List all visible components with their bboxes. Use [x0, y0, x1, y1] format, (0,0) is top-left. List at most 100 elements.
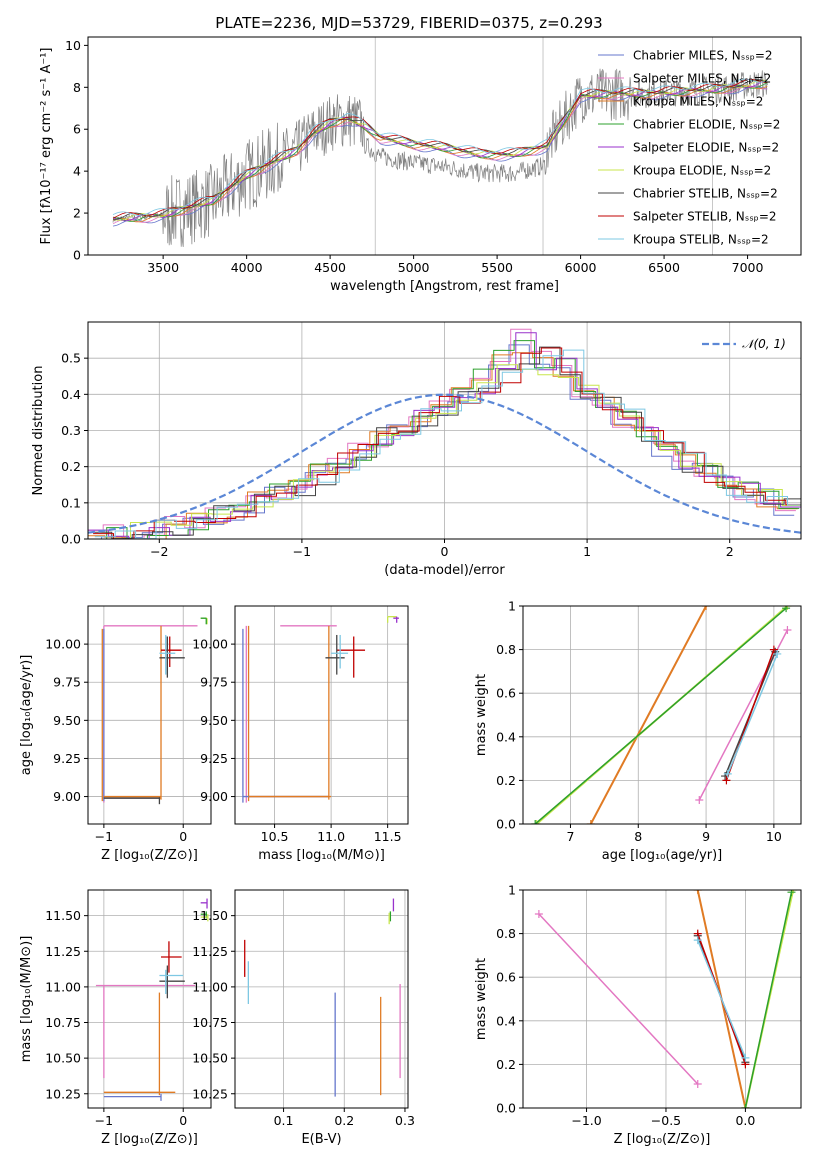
weight-line	[534, 607, 787, 824]
weight-line	[589, 606, 707, 824]
residual-histogram	[91, 346, 801, 539]
y-tick-label: 0.8	[496, 926, 516, 941]
plot-area	[112, 37, 768, 255]
y-tick-label: 1	[508, 599, 516, 614]
y-tick-label: 0.6	[496, 686, 516, 701]
y-tick-label: 0.5	[61, 351, 81, 366]
weight-marker	[534, 909, 543, 918]
x-tick-label: −2	[150, 544, 168, 559]
x-tick-label: 5500	[481, 260, 513, 275]
weight-marker	[723, 769, 732, 778]
x-axis-label: Z [log₁₀(Z/Z⊙)]	[614, 1132, 711, 1147]
y-axis-label: Normed distribution	[31, 366, 46, 496]
chart-residuals: −2 −1 0 1 2 0.0 0.1 0.2 0.3 0.4 0.5 (data-model)/er…	[31, 321, 802, 578]
y-axis-label: mass [log₁₀(M/M⊙)]	[19, 936, 34, 1063]
axes-frame	[87, 36, 802, 256]
y-tick-label: 10.50	[45, 1051, 81, 1066]
y-tick-label: 9.75	[53, 675, 81, 690]
plot-area	[95, 898, 209, 1101]
x-tick-label: −1	[95, 829, 113, 844]
x-tick-label: 11.0	[317, 829, 345, 844]
y-tick-label: 11.25	[192, 944, 228, 959]
plot-area	[242, 616, 399, 803]
x-tick-label: 8	[634, 829, 642, 844]
plot-area	[244, 898, 401, 1097]
x-tick-label: 0	[179, 829, 187, 844]
model-spectrum-salpeter-stelib	[112, 79, 768, 219]
x-tick-label: −1	[293, 544, 311, 559]
y-tick-label: 9.50	[53, 713, 81, 728]
chart-ebv-mass: 0.1 0.2 0.3 10.25 10.50 10.75 11.00 11.25 11.50 E…	[192, 889, 415, 1147]
chart-age-weight: 7 8 9 10 0.0 0.2 0.4 0.6 0.8 1 age [log₁₀(age/yr)]…	[474, 599, 802, 863]
axes-frame	[234, 605, 409, 825]
chart-mass-age: 10.5 11.0 11.5 9.00 9.25 9.50 9.75 10.00 mass [l…	[192, 605, 409, 863]
y-tick-label: 0	[73, 248, 81, 263]
weight-line	[538, 913, 699, 1085]
residual-histogram	[88, 352, 798, 539]
plot-area	[534, 890, 798, 1108]
legend-label: Chabrier MILES, Nₛₛₚ=2	[633, 49, 773, 63]
residual-histogram	[94, 349, 801, 539]
residual-histogram	[88, 344, 795, 539]
y-tick-label: 9.25	[53, 751, 81, 766]
y-tick-label: 0.0	[496, 817, 516, 832]
y-tick-label: 9.00	[53, 789, 81, 804]
y-tick-label: 11.00	[45, 979, 81, 994]
x-tick-label: −1.0	[571, 1113, 601, 1128]
y-tick-label: 11.25	[45, 944, 81, 959]
chart-z-mass: −1 0 10.25 10.50 10.75 11.00 11.25 11.50 Z [log₁…	[19, 889, 212, 1147]
weight-marker	[741, 1104, 750, 1108]
x-tick-label: 7000	[732, 260, 764, 275]
x-tick-label: 0.0	[735, 1113, 755, 1128]
axes-frame	[87, 321, 802, 540]
y-axis-label: age [log₁₀(age/yr)]	[19, 655, 34, 776]
y-tick-label: 9.50	[200, 713, 228, 728]
x-tick-label: 2	[726, 544, 734, 559]
x-tick-label: 4500	[314, 260, 346, 275]
y-tick-label: 9.00	[200, 789, 228, 804]
y-tick-label: 9.25	[200, 751, 228, 766]
axes-frame	[87, 605, 212, 825]
chart-z-weight: −1.0 −0.5 0.0 0.0 0.2 0.4 0.6 0.8 1 Z [log₁₀(Z/Z⊙…	[474, 883, 802, 1147]
x-tick-label: 5000	[398, 260, 430, 275]
x-tick-label: 7	[566, 829, 574, 844]
y-tick-label: 0.2	[496, 1057, 516, 1072]
x-axis-label: E(B-V)	[301, 1132, 341, 1147]
model-spectrum-chabrier-elodie	[112, 82, 768, 222]
axes-frame	[234, 889, 409, 1109]
x-tick-label: 6500	[648, 260, 680, 275]
model-spectrum-kroupa-stelib	[112, 78, 768, 216]
plot-area	[531, 606, 792, 824]
y-tick-label: 0.0	[496, 1101, 516, 1116]
weight-line	[727, 653, 778, 775]
observed-spectrum	[112, 68, 768, 247]
y-tick-label: 0.4	[496, 729, 516, 744]
legend-label: Chabrier STELIB, Nₛₛₚ=2	[633, 187, 778, 201]
plot-area	[101, 617, 208, 805]
x-tick-label: 0.1	[274, 1113, 294, 1128]
weight-marker	[702, 606, 711, 610]
y-tick-label: 4	[73, 164, 81, 179]
x-axis-label: age [log₁₀(age/yr)]	[602, 848, 723, 863]
weight-marker	[586, 820, 595, 824]
chart-z-age: −1 0 9.00 9.25 9.50 9.75 10.00 Z [log₁₀(Z/Z⊙)] a…	[19, 605, 212, 863]
y-tick-label: 1	[508, 883, 516, 898]
legend-label: Chabrier ELODIE, Nₛₛₚ=2	[633, 118, 780, 132]
x-tick-label: 0.3	[395, 1113, 415, 1128]
residual-histogram	[88, 328, 796, 539]
weight-marker	[783, 625, 792, 634]
x-axis-label: Z [log₁₀(Z/Z⊙)]	[101, 848, 198, 863]
weight-marker	[693, 936, 702, 945]
legend-label: Salpeter MILES, Nₛₛₚ=2	[633, 72, 771, 86]
weight-marker	[782, 606, 791, 613]
x-axis-label: mass [log₁₀(M/M⊙)]	[258, 848, 385, 863]
axes-frame	[522, 889, 802, 1109]
y-tick-label: 0.6	[496, 970, 516, 985]
y-tick-label: 0.8	[496, 642, 516, 657]
weight-marker	[769, 645, 778, 654]
weight-marker	[773, 649, 782, 658]
y-tick-label: 10.25	[192, 1086, 228, 1101]
x-tick-label: 11.5	[374, 829, 402, 844]
y-tick-label: 10.00	[192, 637, 228, 652]
